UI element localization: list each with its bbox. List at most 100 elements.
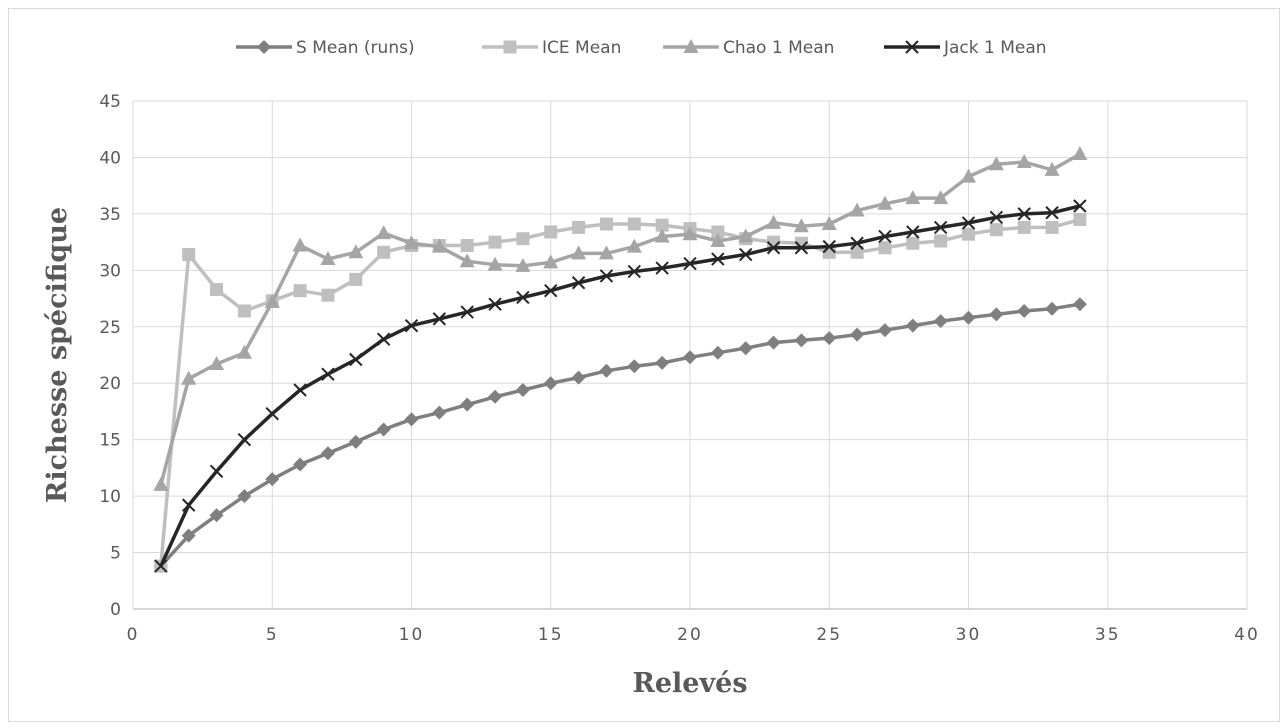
diamond-marker: [209, 508, 224, 523]
x-marker: [655, 261, 669, 275]
series-3: [154, 199, 1087, 573]
x-marker: [822, 239, 836, 254]
series-line: [159, 204, 1081, 567]
triangle-marker: [710, 232, 726, 247]
square-marker: [572, 220, 586, 234]
triangle-marker: [877, 195, 893, 210]
square-marker: [906, 236, 920, 250]
x-tick-label: 20: [677, 625, 703, 645]
y-tick-label: 40: [99, 148, 121, 168]
legend-label: ICE Mean: [542, 38, 621, 58]
triangle-marker: [738, 228, 754, 243]
x-marker: [571, 276, 586, 290]
square-marker: [655, 218, 669, 232]
triangle-marker: [543, 254, 559, 269]
diamond-marker: [905, 318, 920, 333]
triangle-marker: [376, 225, 392, 240]
x-marker: [432, 312, 447, 326]
x-marker: [627, 264, 642, 279]
series-1: [154, 213, 1087, 573]
diamond-marker: [627, 359, 642, 374]
triangle-marker: [598, 245, 614, 260]
diamond-marker: [655, 355, 670, 370]
diamond-marker: [989, 307, 1004, 322]
x-marker: [711, 252, 725, 266]
triangle-marker: [153, 476, 169, 491]
x-tick-label: 5: [266, 625, 279, 645]
triangle-marker: [682, 226, 698, 241]
diamond-marker: [404, 412, 419, 427]
y-axis-title: Richesse spécifique: [42, 207, 73, 503]
y-tick-label: 5: [110, 544, 121, 564]
x-marker: [766, 241, 781, 255]
diamond-marker: [683, 350, 697, 365]
x-marker: [1073, 199, 1087, 213]
series-line: [159, 302, 1081, 568]
y-tick-label: 20: [99, 374, 121, 394]
x-marker: [599, 269, 614, 283]
legend-label: S Mean (runs): [296, 38, 415, 58]
y-tick-label: 45: [99, 92, 121, 112]
diamond-marker: [1045, 301, 1060, 316]
diamond-marker: [933, 314, 948, 329]
x-marker: [1045, 206, 1059, 220]
square-marker: [544, 225, 558, 239]
square-marker: [182, 248, 196, 262]
square-marker: [377, 245, 391, 259]
square-marker: [349, 272, 363, 286]
x-marker: [349, 352, 363, 367]
x-marker: [850, 236, 864, 250]
diamond-marker: [432, 405, 447, 420]
triangle-marker: [348, 244, 364, 259]
diamond-marker: [794, 333, 809, 348]
square-marker: [1045, 220, 1059, 234]
diamond-marker: [738, 341, 753, 356]
triangle-marker: [933, 190, 949, 205]
triangle-marker: [320, 251, 336, 266]
square-marker: [599, 217, 613, 231]
square-marker: [460, 238, 474, 252]
x-marker: [878, 229, 892, 244]
x-marker: [794, 241, 809, 255]
legend-label: Jack 1 Mean: [943, 38, 1047, 58]
square-marker: [293, 284, 307, 298]
x-marker: [906, 225, 920, 239]
square-marker: [210, 283, 224, 297]
triangle-marker: [988, 156, 1004, 171]
triangle-marker: [181, 370, 197, 385]
diamond-marker: [961, 310, 976, 325]
triangle-marker: [849, 202, 865, 217]
triangle-marker: [571, 245, 587, 260]
diamond-marker: [599, 363, 614, 378]
square-marker: [503, 40, 517, 54]
diamond-marker: [850, 327, 865, 342]
x-marker: [961, 216, 976, 230]
y-tick-label: 10: [99, 487, 121, 507]
x-tick-label: 30: [956, 625, 982, 645]
triangle-marker: [459, 253, 475, 268]
legend-label: Chao 1 Mean: [723, 38, 834, 58]
x-marker: [209, 464, 224, 478]
square-marker: [627, 217, 641, 231]
triangle-marker: [766, 214, 782, 229]
square-marker: [237, 304, 251, 318]
diamond-marker: [710, 345, 725, 360]
diamond-marker: [488, 389, 503, 404]
x-marker: [460, 305, 474, 319]
x-marker: [1017, 207, 1031, 221]
x-marker: [683, 256, 697, 271]
y-tick-label: 35: [99, 205, 121, 225]
square-marker: [962, 227, 975, 241]
x-marker: [404, 318, 419, 333]
triangle-marker: [487, 256, 503, 271]
square-marker: [1073, 213, 1087, 227]
x-marker: [516, 290, 530, 305]
triangle-marker: [961, 168, 976, 183]
square-marker: [321, 288, 335, 302]
square-marker: [488, 235, 502, 249]
x-tick-label: 0: [127, 625, 140, 645]
triangle-marker: [654, 228, 670, 243]
x-marker: [154, 559, 168, 573]
x-marker: [989, 210, 1004, 224]
